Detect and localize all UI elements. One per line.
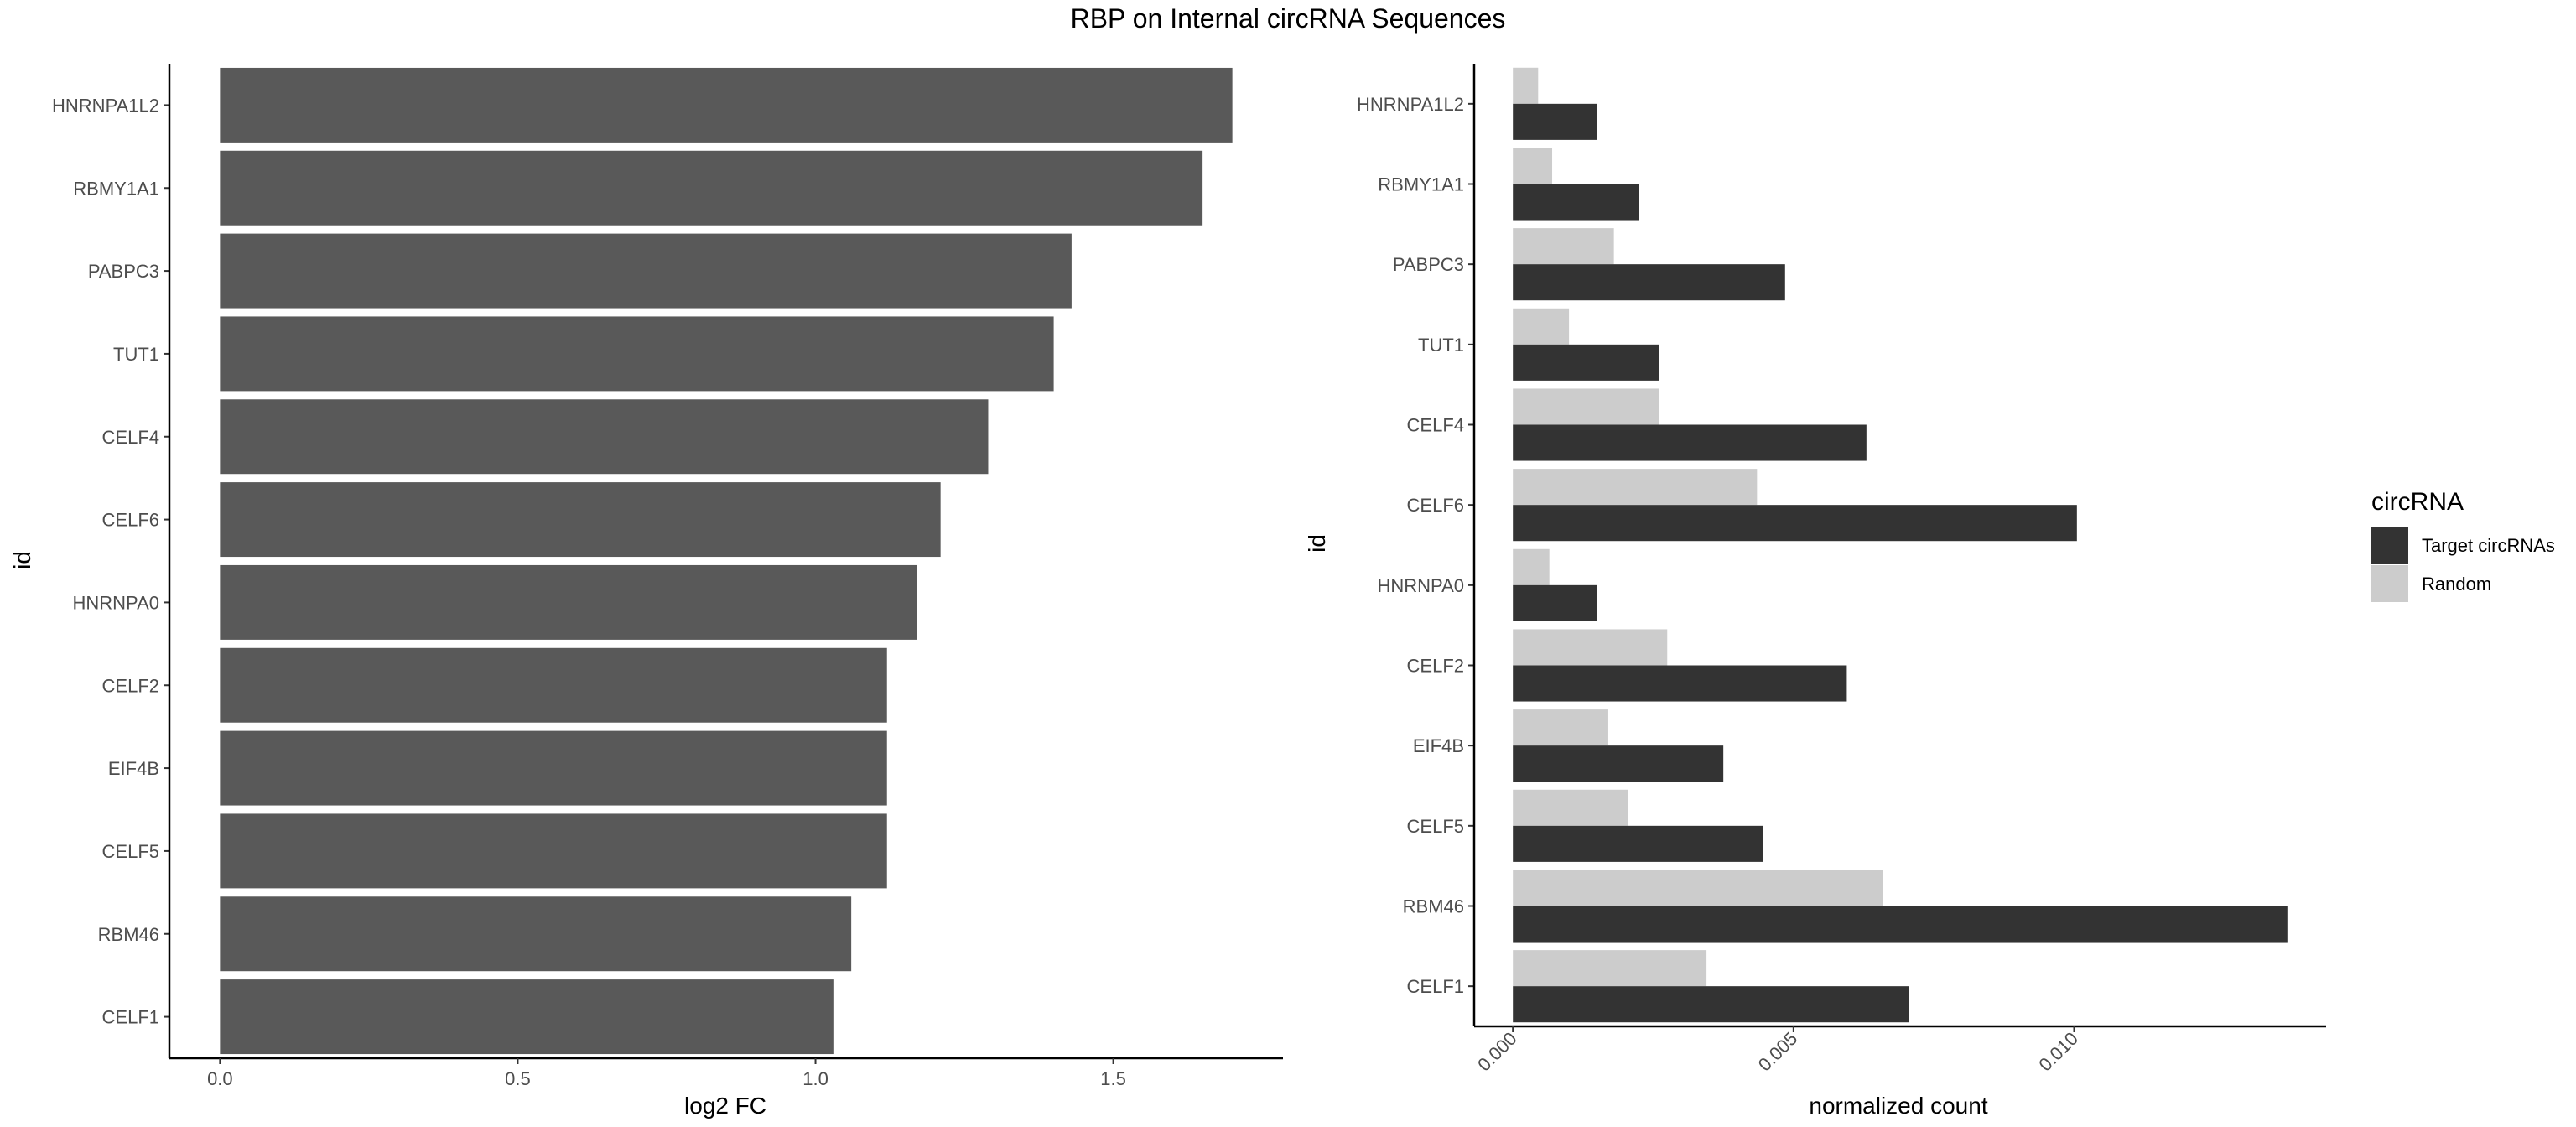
y-tick-label: HNRNPA1L2 — [1357, 94, 1464, 115]
bar-eif4b — [220, 730, 887, 806]
y-tick-label: CELF4 — [102, 427, 159, 448]
y-tick-label: PABPC3 — [88, 261, 159, 282]
x-tick-label: 1.5 — [1100, 1068, 1126, 1089]
bar-target-celf2 — [1513, 665, 1847, 702]
bar-random-celf2 — [1513, 629, 1668, 666]
bar-target-hnrnpa0 — [1513, 584, 1597, 621]
bar-target-rbmy1a1 — [1513, 184, 1639, 221]
legend-title: circRNA — [2371, 488, 2464, 516]
bar-random-tut1 — [1513, 308, 1570, 345]
x-tick-label: 1.0 — [802, 1068, 828, 1089]
right-x-axis-title: normalized count — [1809, 1093, 1987, 1119]
bar-celf2 — [220, 647, 887, 723]
bar-tut1 — [220, 316, 1054, 392]
y-tick-label: PABPC3 — [1393, 254, 1464, 275]
bar-target-pabpc3 — [1513, 264, 1785, 301]
bar-random-pabpc3 — [1513, 228, 1614, 265]
y-tick-label: CELF2 — [102, 675, 159, 696]
bar-hnrnpa1l2 — [220, 67, 1233, 143]
bar-random-rbmy1a1 — [1513, 148, 1553, 184]
bar-hnrnpa0 — [220, 564, 917, 640]
bar-target-rbm46 — [1513, 906, 2288, 943]
legend: circRNA Target circRNAs Random — [2371, 488, 2555, 602]
bar-target-celf4 — [1513, 424, 1867, 461]
bar-target-celf6 — [1513, 505, 2077, 542]
left-y-axis-title: id — [9, 551, 35, 569]
bar-rbm46 — [220, 896, 852, 972]
y-tick-label: RBMY1A1 — [73, 178, 159, 199]
bar-celf1 — [220, 979, 834, 1055]
bar-pabpc3 — [220, 233, 1072, 309]
bar-random-celf4 — [1513, 388, 1659, 425]
right-y-axis-title: id — [1304, 534, 1330, 553]
y-tick-label: RBM46 — [1403, 896, 1464, 917]
y-tick-label: CELF1 — [102, 1007, 159, 1028]
log2fc-bar-chart: log2 FC id HNRNPA1L2 RBMY1A1 PABPC3 TUT1 CEL… — [9, 64, 1283, 1119]
y-tick-label: EIF4B — [108, 758, 159, 779]
bar-random-rbm46 — [1513, 870, 1883, 906]
y-tick-label: CELF6 — [102, 510, 159, 531]
bar-rbmy1a1 — [220, 150, 1203, 226]
bar-target-hnrnpa1l2 — [1513, 103, 1597, 140]
legend-label: Random — [2422, 574, 2491, 595]
y-tick-label: TUT1 — [1418, 335, 1464, 356]
y-tick-label: CELF4 — [1407, 415, 1464, 436]
x-tick-label: 0.005 — [1754, 1028, 1802, 1076]
bar-target-tut1 — [1513, 344, 1659, 381]
y-tick-label: CELF6 — [1407, 495, 1464, 516]
bar-target-celf5 — [1513, 825, 1763, 862]
chart-title: RBP on Internal circRNA Sequences — [1071, 3, 1506, 34]
y-tick-label: HNRNPA1L2 — [52, 95, 159, 116]
y-tick-label: CELF5 — [1407, 816, 1464, 837]
x-tick-label: 0.0 — [207, 1068, 233, 1089]
y-tick-label: HNRNPA0 — [72, 592, 159, 613]
y-tick-label: RBM46 — [98, 924, 159, 945]
bar-random-hnrnpa1l2 — [1513, 67, 1539, 104]
normalized-count-bar-chart: normalized count id HNRNPA1L2 RBMY1A1 PABP… — [1304, 64, 2326, 1119]
bar-random-eif4b — [1513, 709, 1608, 746]
legend-key-target — [2371, 527, 2408, 564]
bar-random-hnrnpa0 — [1513, 548, 1550, 585]
x-tick-label: 0.000 — [1473, 1028, 1521, 1076]
y-tick-label: RBMY1A1 — [1378, 174, 1464, 195]
legend-label: Target circRNAs — [2422, 535, 2555, 556]
bar-target-eif4b — [1513, 745, 1724, 782]
x-tick-label: 0.010 — [2034, 1028, 2082, 1076]
bar-celf4 — [220, 399, 989, 475]
bar-target-celf1 — [1513, 986, 1909, 1023]
bar-celf5 — [220, 813, 887, 889]
y-tick-label: TUT1 — [113, 344, 159, 365]
y-tick-label: EIF4B — [1413, 735, 1464, 756]
bar-random-celf5 — [1513, 789, 1628, 826]
y-tick-label: HNRNPA0 — [1377, 575, 1464, 596]
legend-key-random — [2371, 565, 2408, 602]
bar-random-celf6 — [1513, 469, 1758, 506]
x-tick-label: 0.5 — [505, 1068, 531, 1089]
y-tick-label: CELF2 — [1407, 656, 1464, 677]
bar-celf6 — [220, 482, 941, 558]
y-tick-label: CELF1 — [1407, 976, 1464, 997]
left-x-axis-title: log2 FC — [684, 1093, 766, 1119]
bar-random-celf1 — [1513, 950, 1707, 987]
y-tick-label: CELF5 — [102, 841, 159, 862]
